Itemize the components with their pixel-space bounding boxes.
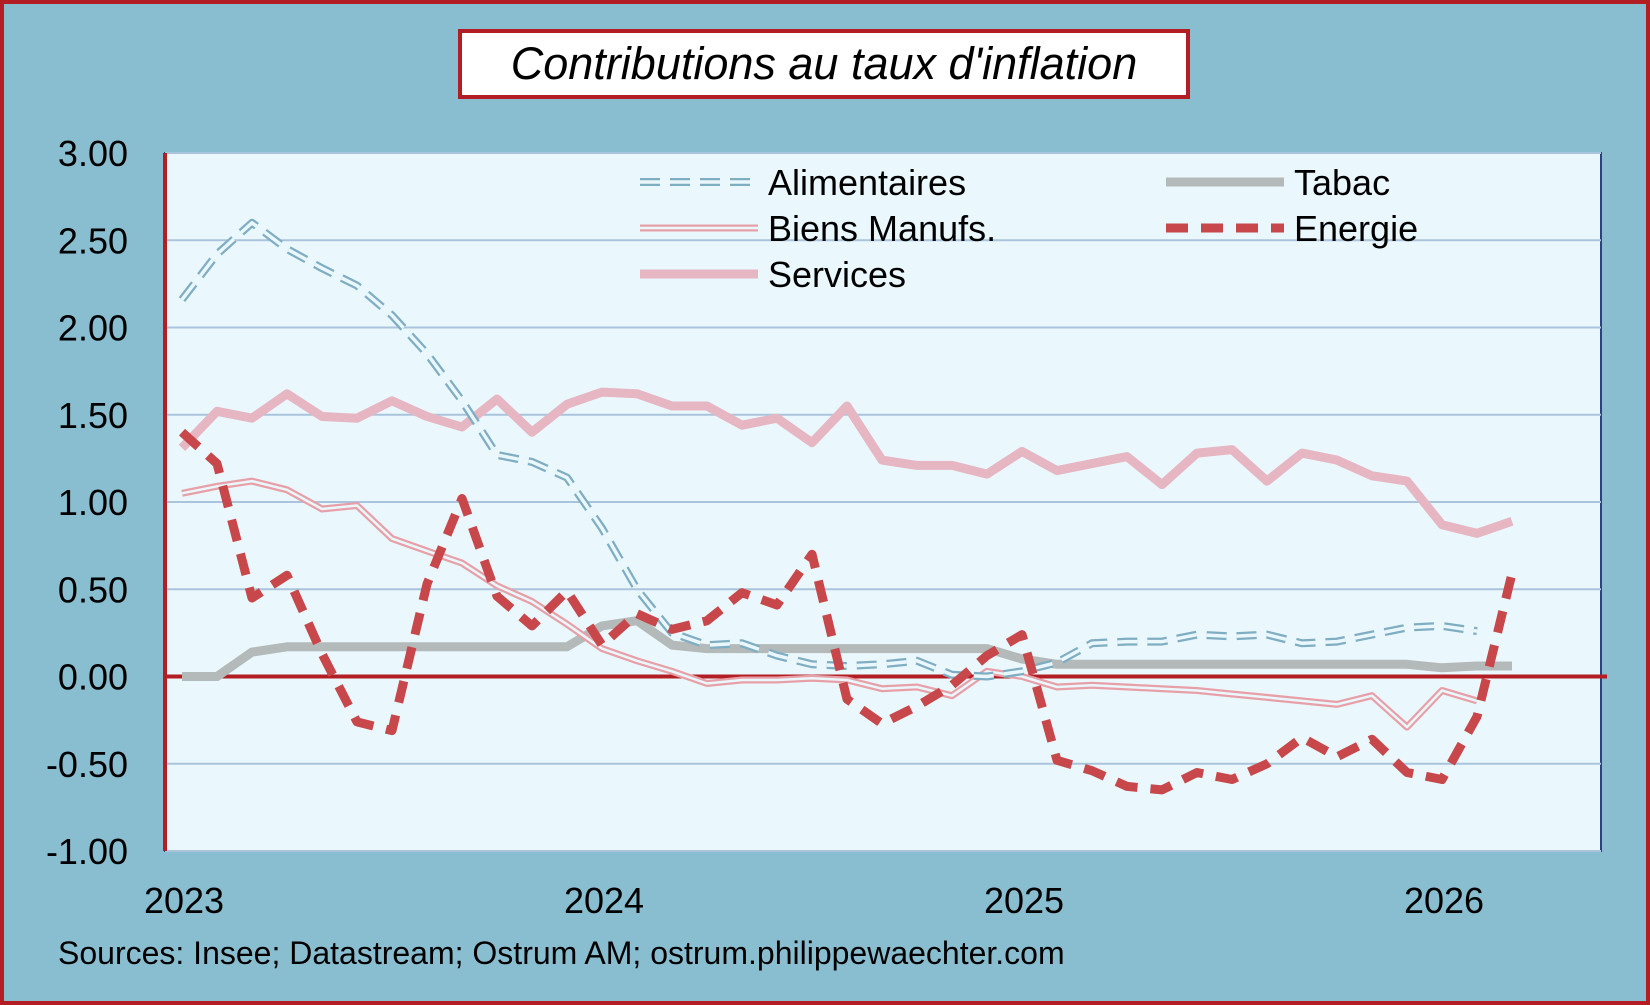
y-tick-label: 0.50: [58, 569, 128, 610]
y-tick-label: 1.00: [58, 482, 128, 523]
y-tick-label: 3.00: [58, 133, 128, 174]
series-line-inner-biens-manufs: [181, 479, 1478, 729]
legend-item-biens-manufs: Biens Manufs.: [640, 208, 996, 249]
chart-title-box: Contributions au taux d'inflation: [458, 29, 1190, 99]
series-line-services: [178, 387, 1514, 538]
legend: Alimentaires Tabac Biens Manufs. Energie Ser…: [640, 162, 1418, 295]
y-tick-label: 2.00: [58, 308, 128, 349]
x-tick-labels: 2023 2024 2025 2026: [144, 880, 1484, 921]
source-note: Sources: Insee; Datastream; Ostrum AM; o…: [58, 935, 1065, 971]
legend-label-alimentaires: Alimentaires: [768, 162, 966, 203]
legend-item-alimentaires: Alimentaires: [640, 162, 966, 203]
legend-label-biens-manufs: Biens Manufs.: [768, 208, 996, 249]
legend-label-services: Services: [768, 254, 906, 295]
legend-item-tabac: Tabac: [1166, 162, 1390, 203]
y-tick-label: 0.00: [58, 657, 128, 698]
legend-item-energie: Energie: [1166, 208, 1418, 249]
x-tick-label: 2026: [1404, 880, 1484, 921]
series-tabac: [182, 616, 1512, 681]
series-line-energie: [178, 428, 1517, 795]
series-biens-manufs: [181, 477, 1478, 731]
y-tick-label: 1.50: [58, 395, 128, 436]
gridlines: [165, 152, 1601, 852]
series-line-tabac: [182, 616, 1512, 681]
y-tick-label: -1.00: [46, 831, 128, 872]
series-alimentaires: [178, 218, 1478, 681]
y-tick-label: 2.50: [58, 220, 128, 261]
legend-item-services: Services: [640, 254, 906, 295]
x-tick-label: 2024: [564, 880, 644, 921]
series-line-inner-alimentaires: [180, 221, 1478, 679]
x-tick-label: 2023: [144, 880, 224, 921]
y-tick-label: -0.50: [46, 744, 128, 785]
legend-label-tabac: Tabac: [1294, 162, 1390, 203]
chart-title: Contributions au taux d'inflation: [510, 38, 1138, 89]
series-group: [178, 218, 1517, 795]
series-services: [178, 387, 1514, 538]
legend-label-energie: Energie: [1294, 208, 1418, 249]
y-tick-labels: 3.00 2.50 2.00 1.50 1.00 0.50 0.00 -0.50 -1.00: [46, 133, 128, 872]
x-tick-label: 2025: [984, 880, 1064, 921]
series-energie: [178, 428, 1517, 795]
